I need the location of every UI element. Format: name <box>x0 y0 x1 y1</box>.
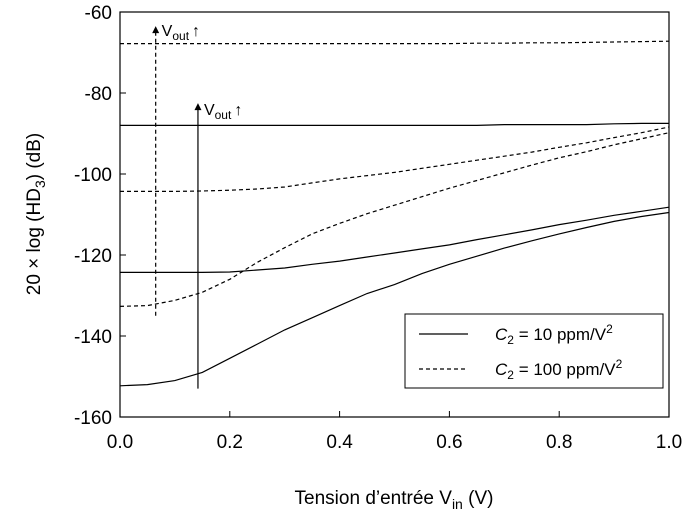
x-axis-label: Tension d’entrée Vin (V) <box>295 488 494 511</box>
series-line-3-solid <box>119 211 670 387</box>
x-tick-label: 0.8 <box>546 432 572 453</box>
plot-frame <box>119 11 670 418</box>
series-line-2-solid <box>120 206 670 273</box>
vout-arrowhead-1 <box>152 26 160 34</box>
series-line-4-dashed <box>120 40 670 45</box>
y-tick-label: -140 <box>74 327 112 348</box>
x-axis-ticks: 0.0 0.2 0.4 0.6 0.8 1.0 <box>107 411 682 453</box>
vout-label-1: Vout ↑ <box>162 23 200 43</box>
y-axis-ticks: -60 -80 -100 -120 -140 -160 <box>74 3 126 429</box>
legend-entry-10ppm: C2 = 10 ppm/V2 <box>495 322 613 347</box>
legend-box <box>404 313 664 389</box>
series-line-5-dashed <box>120 126 670 192</box>
y-tick-label: -60 <box>85 3 112 24</box>
series-line-1-solid <box>120 122 669 126</box>
x-tick-label: 0.2 <box>217 432 243 453</box>
x-tick-label: 0.4 <box>326 432 353 453</box>
legend: C2 = 10 ppm/V2 C2 = 100 ppm/V2 <box>404 313 664 389</box>
x-tick-label: 1.0 <box>656 432 682 453</box>
x-tick-label: 0.6 <box>436 432 462 453</box>
vout-annotations: Vout ↑ Vout ↑ <box>152 23 242 389</box>
y-axis-label: 20 × log (HD3) (dB) <box>24 133 48 296</box>
x-tick-label: 0.0 <box>107 432 133 453</box>
vout-arrowhead-2 <box>194 103 202 111</box>
y-tick-label: -100 <box>74 165 112 186</box>
y-tick-label: -120 <box>74 246 112 267</box>
y-tick-label: -80 <box>85 84 112 105</box>
y-tick-label: -160 <box>74 408 112 429</box>
legend-entry-100ppm: C2 = 100 ppm/V2 <box>495 357 623 382</box>
plot-lines <box>119 40 670 387</box>
vout-label-2: Vout ↑ <box>204 102 242 122</box>
series-line-6-dashed <box>119 132 670 307</box>
